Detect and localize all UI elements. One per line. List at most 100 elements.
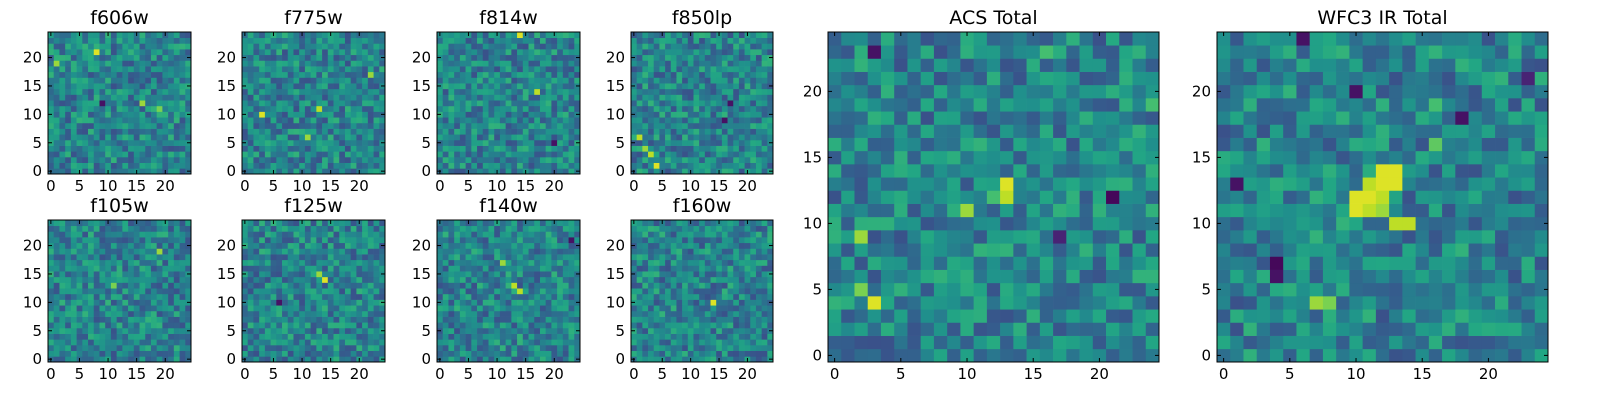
heatmap-cell <box>76 265 83 272</box>
heatmap-cell <box>247 94 254 101</box>
heatmap-cell <box>48 77 55 84</box>
heatmap-cell <box>76 156 83 163</box>
heatmap-cell <box>517 339 524 346</box>
heatmap-cell <box>448 327 455 334</box>
heatmap-cell <box>755 37 762 44</box>
heatmap-cell <box>76 94 83 101</box>
y-tick-label: 5 <box>421 322 431 340</box>
heatmap-cell <box>534 156 541 163</box>
heatmap-cell <box>379 339 386 346</box>
heatmap-cell <box>704 77 711 84</box>
heatmap-cell <box>648 156 655 163</box>
heatmap-cell <box>259 322 266 329</box>
heatmap-cell <box>528 299 535 306</box>
heatmap-cell <box>88 60 95 67</box>
heatmap-cell <box>699 322 706 329</box>
heatmap-cell <box>373 134 380 141</box>
heatmap-cell <box>99 43 106 50</box>
heatmap-cell <box>88 305 95 312</box>
heatmap-cell <box>88 339 95 346</box>
heatmap-cell <box>704 333 711 340</box>
heatmap-cell <box>562 305 569 312</box>
heatmap-cell <box>750 145 757 152</box>
heatmap-cell <box>482 327 489 334</box>
heatmap-cell <box>339 139 346 146</box>
heatmap-cell <box>82 344 89 351</box>
heatmap-cell <box>173 145 180 152</box>
heatmap-cell <box>327 162 334 169</box>
heatmap-cell <box>505 316 512 323</box>
heatmap-cell <box>116 231 123 238</box>
heatmap-cell <box>545 231 552 238</box>
heatmap-cell <box>534 168 541 175</box>
heatmap-cell <box>448 94 455 101</box>
heatmap-cell <box>557 151 564 158</box>
heatmap-cell <box>173 60 180 67</box>
heatmap-cell <box>65 100 72 107</box>
heatmap-cell <box>648 271 655 278</box>
heatmap-cell <box>693 305 700 312</box>
heatmap-cell <box>110 225 117 232</box>
heatmap-cell <box>482 117 489 124</box>
heatmap-cell <box>339 54 346 61</box>
heatmap-cell <box>259 327 266 334</box>
heatmap-cell <box>327 88 334 95</box>
heatmap-cell <box>344 271 352 278</box>
heatmap-cell <box>122 151 129 158</box>
heatmap-cell <box>710 122 717 129</box>
heatmap-cell <box>511 83 518 90</box>
heatmap-cell <box>70 316 77 323</box>
heatmap-cell <box>488 128 495 135</box>
heatmap-cell <box>350 60 357 67</box>
heatmap-cell <box>704 276 711 283</box>
heatmap-cell <box>259 32 266 39</box>
heatmap-cell <box>253 271 260 278</box>
heatmap-cell <box>511 156 518 163</box>
heatmap-cell <box>139 88 146 95</box>
heatmap-cell <box>522 322 529 329</box>
heatmap-cell <box>282 128 289 135</box>
heatmap-cell <box>299 276 306 283</box>
heatmap-cell <box>247 88 254 95</box>
heatmap-cell <box>48 151 55 158</box>
heatmap-cell <box>636 94 643 101</box>
heatmap-cell <box>687 54 694 61</box>
heatmap-cell <box>670 339 677 346</box>
heatmap-cell <box>299 122 306 129</box>
heatmap-cell <box>93 156 100 163</box>
heatmap-cell <box>642 282 649 289</box>
heatmap-cell <box>471 310 478 317</box>
heatmap-cell <box>517 60 524 67</box>
heatmap-cell <box>534 128 541 135</box>
heatmap-cell <box>517 54 524 61</box>
heatmap-cell <box>264 220 271 227</box>
heatmap-cell <box>648 94 655 101</box>
heatmap-cell <box>568 43 575 50</box>
heatmap-cell <box>367 71 374 78</box>
heatmap-cell <box>156 60 163 67</box>
heatmap-cell <box>88 231 95 238</box>
heatmap-cell <box>270 322 277 329</box>
heatmap-cell <box>379 122 386 129</box>
heatmap-cell <box>471 54 478 61</box>
heatmap-cell <box>276 310 283 317</box>
heatmap-cell <box>557 122 564 129</box>
heatmap-cell <box>70 83 77 90</box>
heatmap-cell <box>551 344 558 351</box>
heatmap-cell <box>517 231 524 238</box>
heatmap-cell <box>110 282 117 289</box>
heatmap-cell <box>693 134 700 141</box>
heatmap-cell <box>477 145 484 152</box>
heatmap-cell <box>539 88 547 95</box>
heatmap-cell <box>156 276 163 283</box>
heatmap-cell <box>88 134 95 141</box>
heatmap-cell <box>733 293 740 300</box>
heatmap-cell <box>727 350 734 357</box>
y-tick-label: 10 <box>23 293 42 311</box>
heatmap-cell <box>65 254 72 261</box>
heatmap-cell <box>562 339 569 346</box>
heatmap-cell <box>253 145 260 152</box>
heatmap-cell <box>442 356 449 363</box>
heatmap-cell <box>367 60 374 67</box>
heatmap-cell <box>93 344 100 351</box>
